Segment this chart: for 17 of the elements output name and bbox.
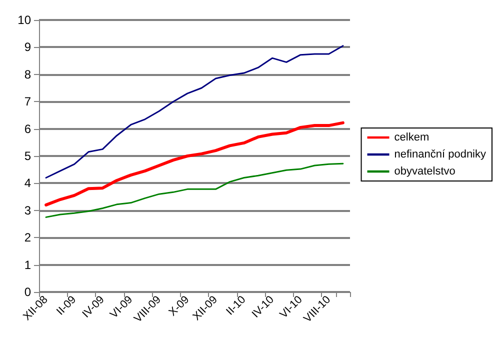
y-tick-label: 4 (24, 176, 32, 190)
y-tick-label: 10 (18, 13, 32, 27)
y-tick-label: 0 (24, 285, 32, 299)
y-tick-label: 5 (24, 149, 32, 163)
line-series (45, 45, 344, 179)
y-tick-label: 3 (24, 203, 32, 218)
line-series (45, 162, 344, 218)
y-tick-label: 1 (24, 258, 32, 272)
line-series (44, 121, 344, 206)
y-tick-label: 8 (24, 67, 32, 82)
y-tick-label: 7 (24, 94, 32, 109)
legend-label: celkem (394, 132, 430, 144)
y-tick-label: 9 (24, 40, 32, 54)
y-tick-label: 2 (24, 230, 32, 245)
legend-label: nefinanční podniky (394, 148, 486, 160)
legend-label: obyvatelstvo (394, 166, 456, 178)
y-tick-label: 6 (24, 122, 32, 136)
